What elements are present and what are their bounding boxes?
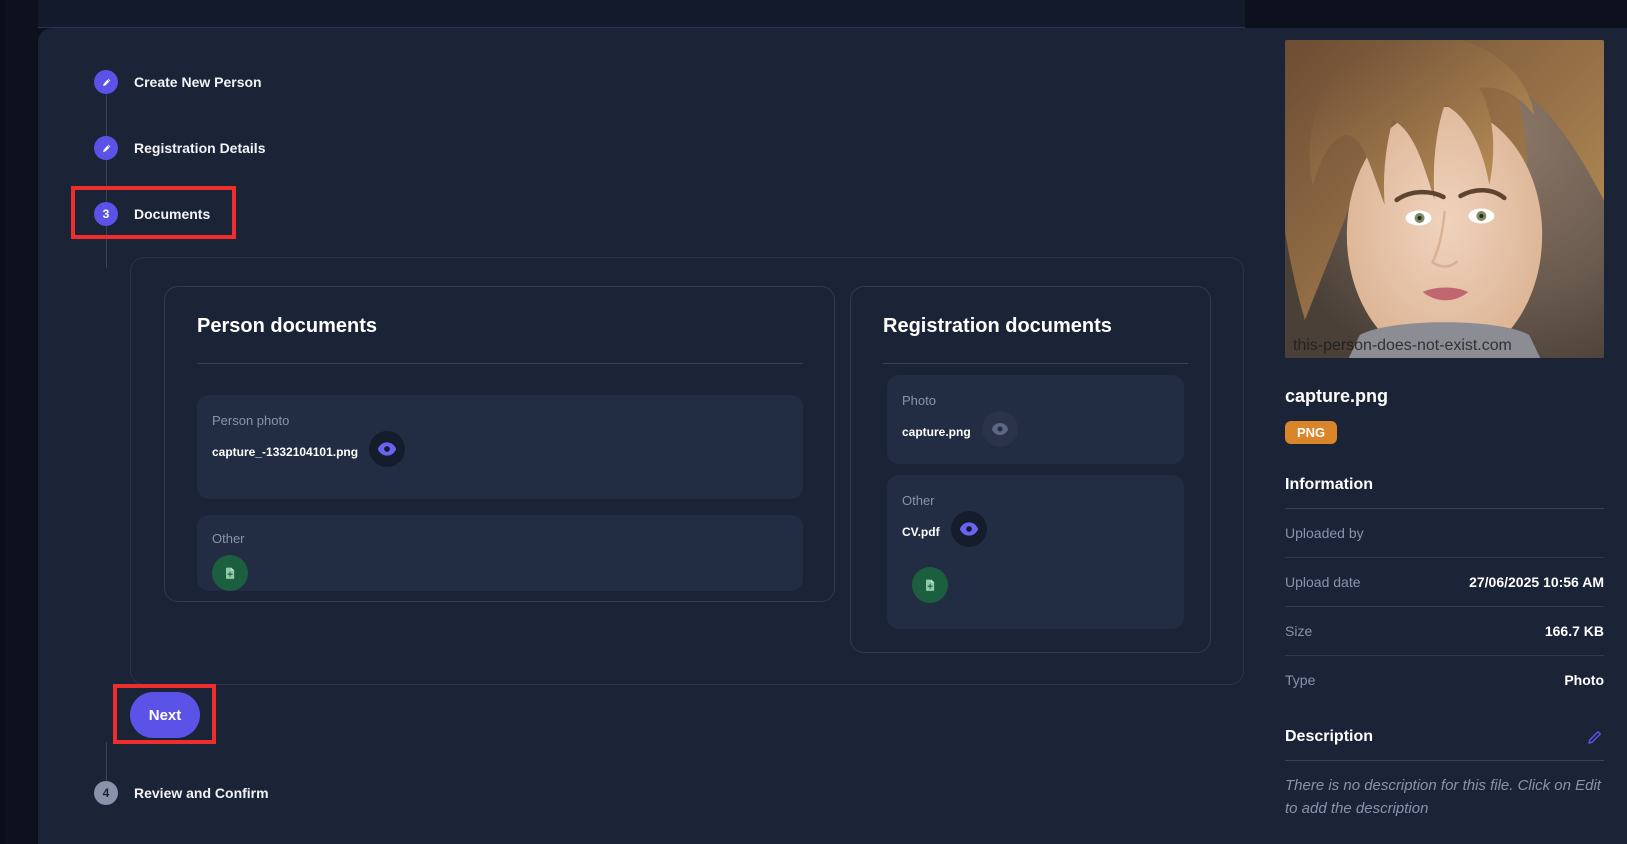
svg-text:this-person-does-not-exist.com: this-person-does-not-exist.com bbox=[1293, 337, 1512, 354]
